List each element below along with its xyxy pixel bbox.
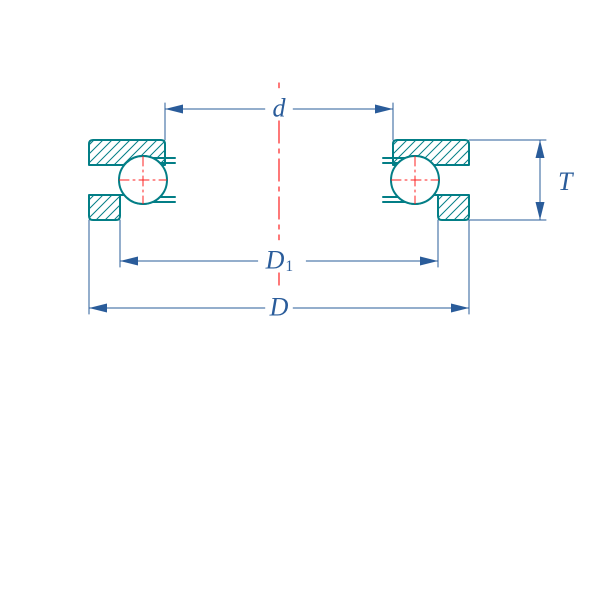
bearing-diagram: dD1DT [0, 0, 600, 600]
svg-text:1: 1 [285, 258, 293, 275]
dim-label-D1: D [265, 245, 285, 274]
dim-label-d: d [273, 93, 287, 122]
dimensions: dD1DT [89, 88, 574, 321]
dim-label-T: T [558, 167, 574, 196]
dim-label-D: D [269, 292, 289, 321]
